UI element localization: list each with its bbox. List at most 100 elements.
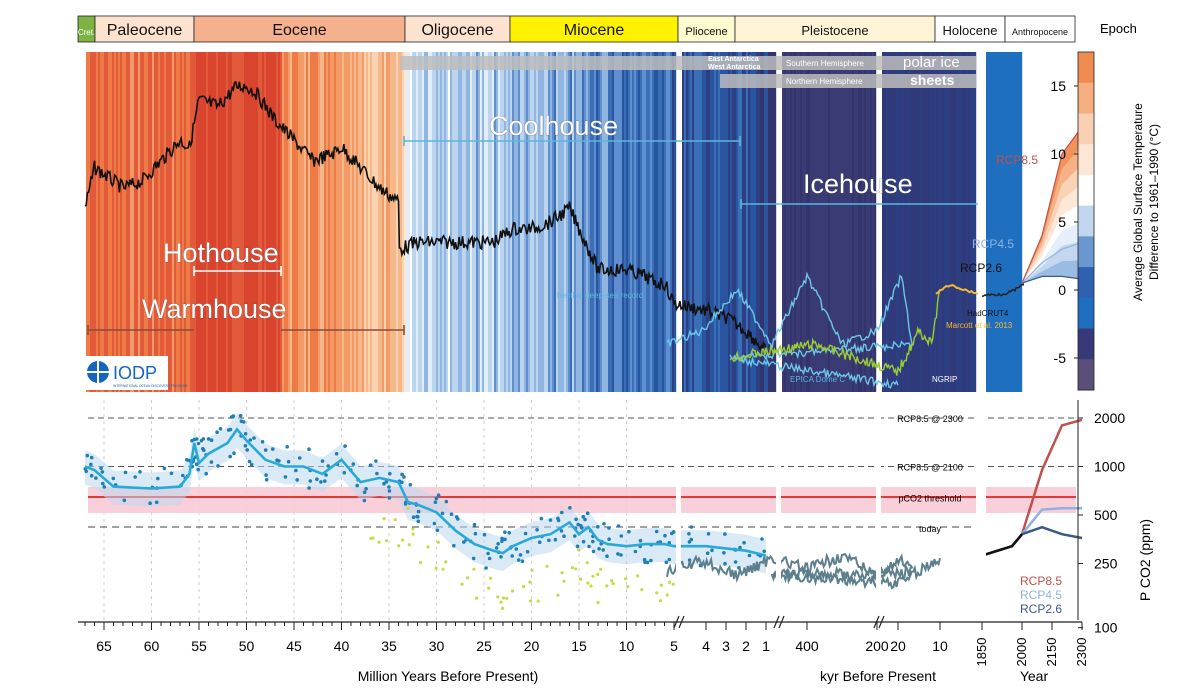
stripe: [176, 52, 179, 392]
stripe: [652, 52, 655, 392]
co2-proxy-point: [452, 543, 456, 548]
co2-proxy-point: [375, 471, 379, 476]
stripe: [622, 52, 625, 392]
stripe: [172, 52, 175, 392]
ice-east-antarctica: East Antarctica: [708, 56, 759, 63]
co2-proxy-point-alt: [665, 593, 669, 597]
co2-proxy-point-alt: [397, 544, 401, 548]
stripe: [912, 52, 915, 392]
co2-proxy-point-alt: [384, 539, 388, 543]
stripe: [958, 52, 961, 392]
co2-proxy-point: [402, 475, 406, 479]
co2-proxy-point: [206, 437, 211, 441]
stripe: [356, 52, 359, 392]
x-tick-label: 400: [795, 638, 819, 654]
stripe: [190, 52, 193, 392]
co2-proxy-point: [368, 463, 373, 468]
stripe: [856, 52, 859, 392]
stripe: [872, 52, 875, 392]
stripe: [276, 52, 279, 392]
stripe: [260, 52, 263, 392]
axis-breaks: [676, 400, 986, 620]
co2-proxy-point: [602, 522, 606, 526]
co2-tick-label: 250: [1094, 556, 1118, 572]
co2-proxy-point-alt: [434, 566, 438, 570]
rcp45-temperature-line: [1021, 241, 1083, 284]
stripe: [106, 52, 109, 392]
stripe: [242, 52, 245, 392]
co2-proxy-point-alt: [488, 576, 492, 580]
co2-proxy-point: [503, 537, 507, 542]
stripe: [216, 52, 219, 392]
co2-proxy-point: [687, 532, 691, 536]
co2-proxy-point: [351, 462, 356, 466]
x-tick-label: 40: [334, 638, 350, 654]
stripe: [116, 52, 119, 392]
stripe: [282, 52, 285, 392]
stripe: [838, 52, 841, 392]
co2-proxy-point: [762, 549, 766, 554]
stripe: [956, 52, 959, 392]
stripe: [220, 52, 223, 392]
stripe: [738, 52, 741, 392]
stripe: [640, 52, 643, 392]
co2-proxy-point: [499, 555, 503, 559]
co2-proxy-point: [326, 464, 331, 468]
epoch-band: Cret. Paleocene Eocene Oligocene Miocene Plio…: [77, 15, 1076, 43]
co2-proxy-point: [471, 556, 476, 561]
co2-proxy-point: [553, 537, 558, 542]
stripe: [568, 52, 571, 392]
stripe: [964, 52, 967, 392]
stripe: [846, 52, 849, 392]
co2-proxy-point-alt: [510, 589, 515, 593]
stripe: [764, 52, 767, 392]
stripe: [98, 52, 101, 392]
co2-proxy-point: [148, 501, 152, 506]
stripe: [314, 52, 317, 392]
stripe: [740, 52, 743, 392]
stripe: [192, 52, 195, 392]
stripe: [832, 52, 835, 392]
co2-proxy-point: [408, 483, 413, 487]
stripe: [588, 52, 591, 392]
co2-proxy-point: [638, 538, 643, 543]
stripe: [364, 52, 367, 392]
stripe: [244, 52, 247, 392]
stripe: [482, 52, 485, 392]
stripe: [720, 52, 723, 392]
co2-tick-label: 500: [1094, 507, 1118, 523]
stripe: [158, 52, 161, 392]
co2-proxy-point: [537, 540, 542, 544]
stripe: [332, 52, 335, 392]
co2-proxy-point: [706, 532, 711, 536]
stripe: [400, 52, 403, 392]
stripe: [204, 52, 207, 392]
co2-proxy-point: [760, 537, 764, 541]
co2-proxy-point-alt: [505, 596, 509, 601]
co2-proxy-point-alt: [562, 579, 566, 583]
co2-proxy-point: [242, 420, 246, 424]
co2-y-ticks: 100 250 500 1000 2000: [1078, 410, 1125, 636]
legend-rcp85: RCP8.5: [1020, 574, 1062, 588]
ice-west-antarctica: West Antarctica: [708, 64, 761, 71]
co2-proxy-point: [362, 498, 367, 503]
co2-proxy-point-alt: [591, 574, 595, 578]
stripe: [408, 52, 411, 392]
stripe: [930, 52, 933, 392]
co2-proxy-point-alt: [610, 579, 614, 583]
stripe: [902, 52, 905, 392]
x-tick-label: 2300: [1074, 638, 1089, 667]
co2-proxy-point: [204, 471, 208, 476]
colorbar-tick-label: -5: [1054, 350, 1067, 366]
fan-band: [1022, 164, 1082, 284]
co2-proxy-point: [307, 447, 311, 452]
co2-proxy-point-alt: [667, 580, 672, 585]
marcott-temperature-line: [935, 284, 979, 295]
stripe: [938, 52, 941, 392]
benthic-temperature-line: [84, 80, 767, 352]
stripe: [196, 52, 199, 392]
co2-proxy-point: [663, 533, 667, 538]
co2-proxy-point: [518, 553, 523, 557]
co2-proxy-point: [229, 415, 234, 419]
stripe: [184, 52, 187, 392]
